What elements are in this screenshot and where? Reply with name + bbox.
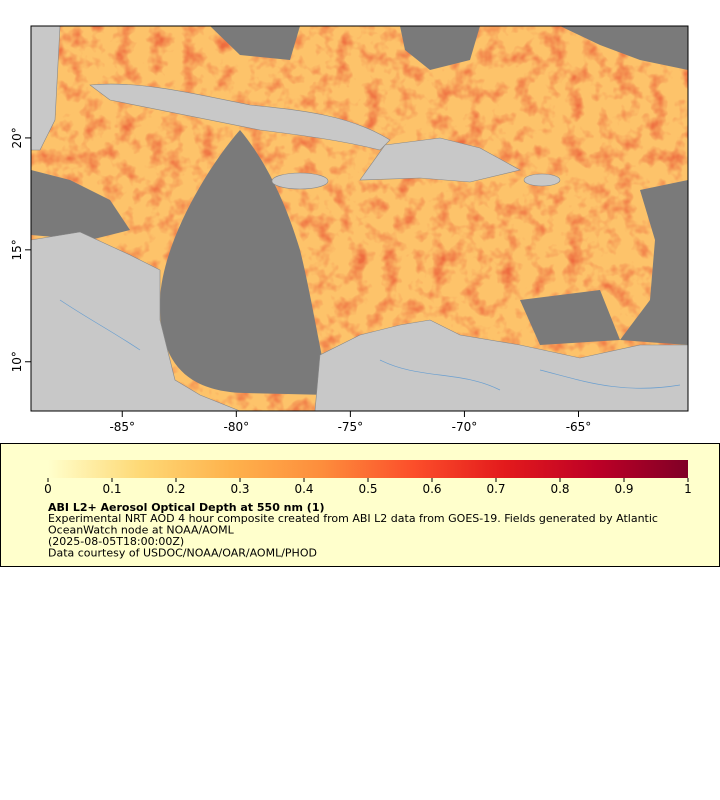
colorbar-tick-label: 0.2 xyxy=(166,482,185,496)
y-tick-label: 20° xyxy=(10,127,24,148)
map-frame xyxy=(30,25,689,412)
colorbar-tick-label: 0.9 xyxy=(614,482,633,496)
legend-title: ABI L2+ Aerosol Optical Depth at 550 nm … xyxy=(48,501,325,514)
x-tick-label: -80° xyxy=(224,420,250,434)
colorbar-tick-label: 1 xyxy=(684,482,692,496)
colorbar-tick-label: 0.7 xyxy=(486,482,505,496)
x-tick-label: -65° xyxy=(566,420,592,434)
colorbar-tick-label: 0.8 xyxy=(550,482,569,496)
legend-line: Experimental NRT AOD 4 hour composite cr… xyxy=(48,512,658,525)
land xyxy=(31,26,688,411)
colorbar-tick-label: 0.4 xyxy=(294,482,313,496)
legend-line: OceanWatch node at NOAA/AOML xyxy=(48,524,235,537)
x-tick-label: -75° xyxy=(338,420,364,434)
colorbar-tick-label: 0.6 xyxy=(422,482,441,496)
legend-line: (2025-08-05T18:00:00Z) xyxy=(48,535,184,548)
no-data xyxy=(31,26,688,395)
colorbar-tick-label: 0.3 xyxy=(230,482,249,496)
colorbar-tick-label: 0 xyxy=(44,482,52,496)
rivers xyxy=(59,299,681,391)
legend-line: Data courtesy of USDOC/NOAA/OAR/AOML/PHO… xyxy=(48,547,317,560)
map-area xyxy=(31,26,688,411)
colorbar-tick-label: 0.1 xyxy=(102,482,121,496)
y-tick-label: 15° xyxy=(10,239,24,260)
colorbar xyxy=(48,460,688,478)
x-tick-label: -85° xyxy=(109,420,135,434)
y-tick-label: 10° xyxy=(10,351,24,372)
colorbar-tick-label: 0.5 xyxy=(358,482,377,496)
x-tick-label: -70° xyxy=(452,420,478,434)
